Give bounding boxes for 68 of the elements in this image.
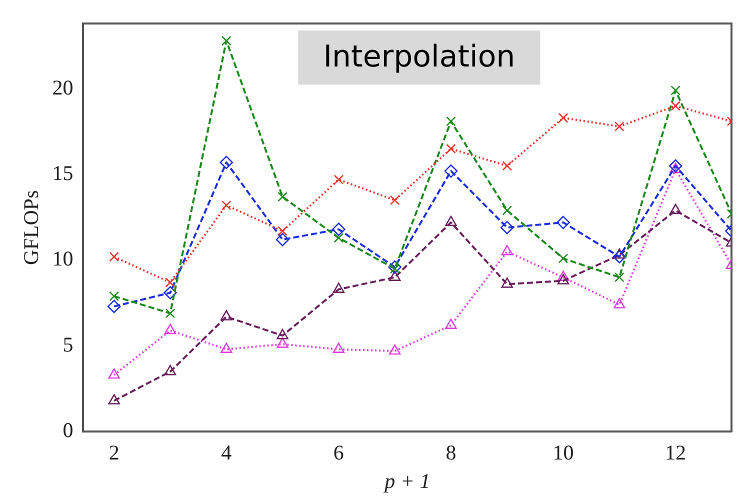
point	[557, 274, 570, 284]
point	[165, 308, 176, 318]
point	[332, 342, 345, 353]
point	[614, 298, 626, 308]
point	[614, 122, 624, 132]
point	[445, 318, 457, 329]
point	[334, 232, 344, 243]
y-tick-label: 15	[52, 160, 74, 185]
point	[276, 338, 288, 348]
point	[221, 36, 232, 46]
point	[164, 324, 176, 334]
point	[278, 192, 288, 202]
point	[446, 144, 456, 154]
point	[388, 344, 401, 355]
x-tick-label: 4	[221, 440, 232, 465]
point	[165, 278, 176, 288]
y-tick-label: 5	[62, 332, 74, 356]
point	[332, 222, 346, 236]
point	[670, 100, 680, 111]
point	[276, 328, 288, 340]
point	[164, 364, 176, 376]
y-tick-label: 20	[52, 75, 74, 100]
y-axis-title: GFLOPs	[19, 190, 44, 265]
point	[220, 156, 234, 170]
point	[614, 272, 624, 282]
point	[332, 282, 345, 293]
point	[558, 254, 568, 264]
point	[108, 394, 120, 404]
point	[221, 200, 232, 210]
point	[501, 244, 513, 256]
y-tick-label: 0	[62, 418, 74, 442]
y-tick-label: 10	[52, 246, 74, 271]
point	[444, 164, 458, 178]
point	[388, 260, 402, 274]
point	[276, 232, 290, 246]
point	[670, 86, 680, 96]
point	[109, 291, 119, 302]
x-tick-label: 12	[665, 440, 686, 465]
point	[220, 342, 232, 353]
point	[334, 174, 344, 184]
point	[109, 252, 119, 262]
point	[502, 206, 512, 216]
point	[107, 300, 121, 314]
point	[614, 248, 626, 259]
point	[500, 220, 514, 234]
point	[670, 162, 682, 173]
point	[557, 270, 570, 281]
point	[220, 310, 232, 320]
point	[502, 160, 512, 171]
point	[164, 286, 177, 300]
point	[612, 250, 626, 264]
point	[556, 216, 570, 230]
point	[388, 270, 401, 281]
point	[501, 278, 513, 288]
point	[668, 159, 682, 173]
point	[278, 226, 288, 236]
point	[558, 112, 568, 123]
x-axis-title: p + 1	[382, 468, 430, 493]
x-tick-label: 2	[108, 440, 120, 465]
x-tick-label: 6	[333, 440, 344, 465]
point	[446, 116, 456, 126]
point	[390, 195, 400, 206]
x-tick-label: 8	[446, 440, 456, 465]
point	[445, 216, 457, 226]
point	[108, 368, 120, 379]
point	[670, 204, 682, 214]
x-tick-label: 10	[552, 440, 574, 465]
annotation: Interpolation	[323, 39, 516, 74]
